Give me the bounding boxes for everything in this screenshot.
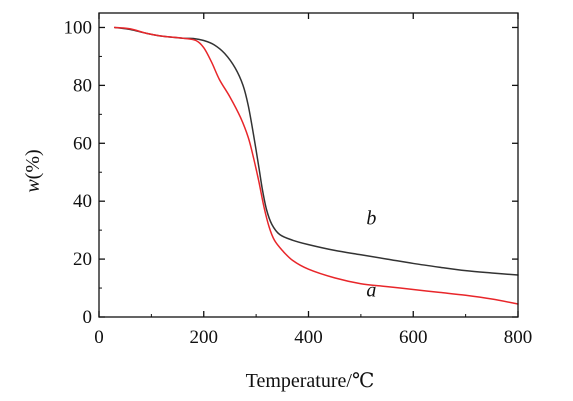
plot-area: ab (113, 26, 519, 305)
x-axis-label: Temperature/℃ (246, 370, 375, 392)
y-axis-label-var: w (22, 179, 44, 193)
series-label-a: a (366, 280, 376, 302)
series-label-b: b (366, 207, 376, 229)
x-tick-label: 0 (94, 327, 104, 348)
x-tick-label: 400 (294, 327, 323, 348)
x-tick-label: 200 (190, 327, 219, 348)
plot-frame (98, 12, 519, 318)
y-tick-label: 80 (73, 75, 92, 96)
x-tick-label: 600 (399, 327, 428, 348)
labels: Temperature/℃ w(%) (22, 149, 374, 392)
series-line-a (113, 26, 519, 305)
x-tick-label: 800 (504, 327, 533, 348)
series-line-b (113, 26, 519, 276)
y-axis-label-unit: (%) (22, 149, 44, 179)
y-tick-label: 100 (64, 17, 93, 38)
y-tick-label: 40 (73, 191, 92, 212)
y-tick-label: 20 (73, 249, 92, 270)
y-axis-label: w(%) (22, 149, 44, 192)
y-tick-label: 60 (73, 133, 92, 154)
axes: 0 200 400 600 800 0 20 40 60 80 100 (64, 12, 533, 348)
y-tick-label: 0 (83, 307, 93, 328)
